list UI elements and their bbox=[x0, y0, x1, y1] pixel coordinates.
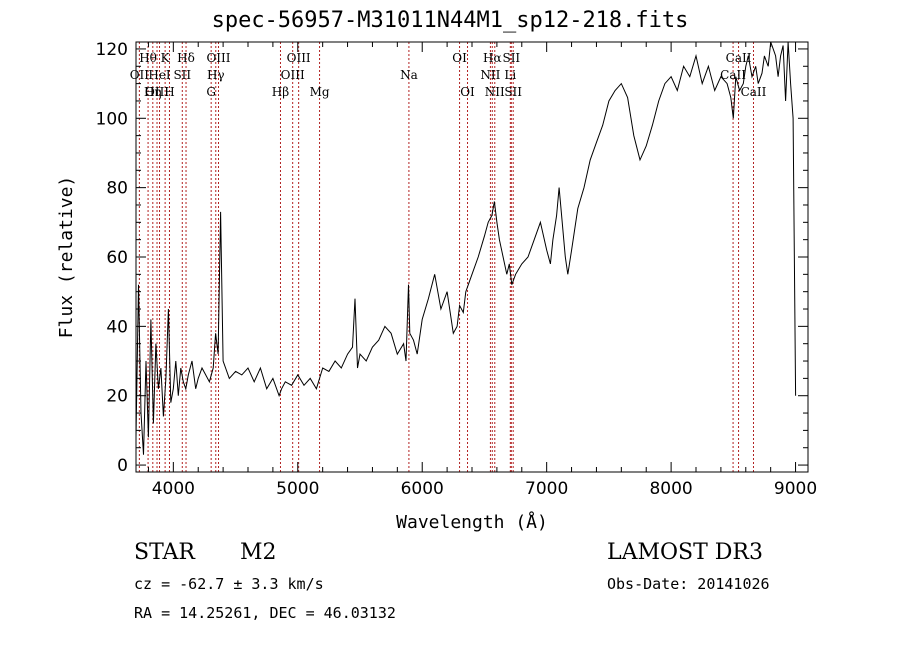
axis-tick-labels: 4000 5000 6000 7000 8000 9000 0 20 40 60 80 100 120 bbox=[96, 40, 818, 499]
spectral-line-label: NII bbox=[485, 85, 505, 99]
spectral-line-label: Hδ bbox=[177, 51, 195, 65]
x-tick-label: 4000 bbox=[152, 479, 195, 499]
spectral-line-label: CaII bbox=[720, 68, 746, 82]
object-subclass: M2 bbox=[240, 540, 277, 565]
x-tick-label: 5000 bbox=[276, 479, 319, 499]
coordinates-radec: RA = 14.25261, DEC = 46.03132 bbox=[134, 604, 396, 622]
spectral-line-label: Na bbox=[400, 68, 418, 82]
y-tick-label: 60 bbox=[106, 248, 128, 268]
x-tick-label: 8000 bbox=[649, 479, 692, 499]
x-tick-label: 6000 bbox=[401, 479, 444, 499]
y-tick-label: 100 bbox=[96, 109, 128, 129]
x-axis-label: Wavelength (Å) bbox=[396, 511, 548, 533]
spectral-line-label: SII bbox=[502, 51, 520, 65]
spectral-line-label: NII bbox=[480, 68, 500, 82]
spectral-line-label: Hβ bbox=[272, 85, 289, 99]
spectral-line-label: Hη bbox=[144, 85, 162, 99]
y-tick-label: 80 bbox=[106, 179, 128, 199]
spectral-line-label: HeI bbox=[148, 68, 171, 82]
object-class: STAR bbox=[134, 540, 195, 565]
flux-series-line bbox=[135, 41, 797, 455]
x-tick-label: 7000 bbox=[525, 479, 568, 499]
x-tick-label: 9000 bbox=[774, 479, 817, 499]
spectral-line-label: Hγ bbox=[207, 68, 225, 82]
spectral-line-label: OII bbox=[130, 68, 150, 82]
spectral-line-label: Li bbox=[504, 68, 516, 82]
spectral-line-label: SII bbox=[173, 68, 191, 82]
spectral-line-label: CaII bbox=[726, 51, 752, 65]
spectral-line-label: Hθ bbox=[139, 51, 157, 65]
observation-date: Obs-Date: 20141026 bbox=[607, 575, 770, 593]
spectral-line-label: G bbox=[206, 85, 216, 99]
y-tick-label: 120 bbox=[96, 40, 128, 60]
y-tick-label: 0 bbox=[117, 456, 128, 476]
survey-name: LAMOST DR3 bbox=[607, 540, 763, 565]
spectral-line-label: OI bbox=[460, 85, 475, 99]
spectral-line-label: OIII bbox=[287, 51, 311, 65]
chart-title: spec-56957-M31011N44M1_sp12-218.fits bbox=[211, 8, 689, 33]
axis-ticks bbox=[136, 42, 808, 472]
y-axis-label: Flux (relative) bbox=[56, 176, 77, 339]
spectral-line-label: SII bbox=[504, 85, 522, 99]
spectral-line-label: H bbox=[164, 85, 174, 99]
redshift-cz: cz = -62.7 ± 3.3 km/s bbox=[134, 575, 324, 593]
y-tick-label: 20 bbox=[106, 387, 128, 407]
spectral-line-label: OIII bbox=[145, 85, 169, 99]
spectral-line-label: OIII bbox=[281, 68, 305, 82]
spectral-line-labels: Hθ OII OIII HeI Hη K H SII Hδ G OIII Hγ Hβ OIII OIII Mg… bbox=[130, 51, 767, 99]
spectral-line-label: Hα bbox=[483, 51, 502, 65]
spectral-line-label: CaII bbox=[741, 85, 767, 99]
spectral-line-markers bbox=[138, 42, 754, 472]
y-tick-label: 40 bbox=[106, 317, 128, 337]
spectral-line-label: OIII bbox=[206, 51, 230, 65]
plot-frame bbox=[135, 41, 809, 473]
spectral-line-label: OI bbox=[452, 51, 467, 65]
spectral-line-label: Mg bbox=[310, 85, 330, 99]
spectral-line-label: K bbox=[161, 51, 171, 65]
